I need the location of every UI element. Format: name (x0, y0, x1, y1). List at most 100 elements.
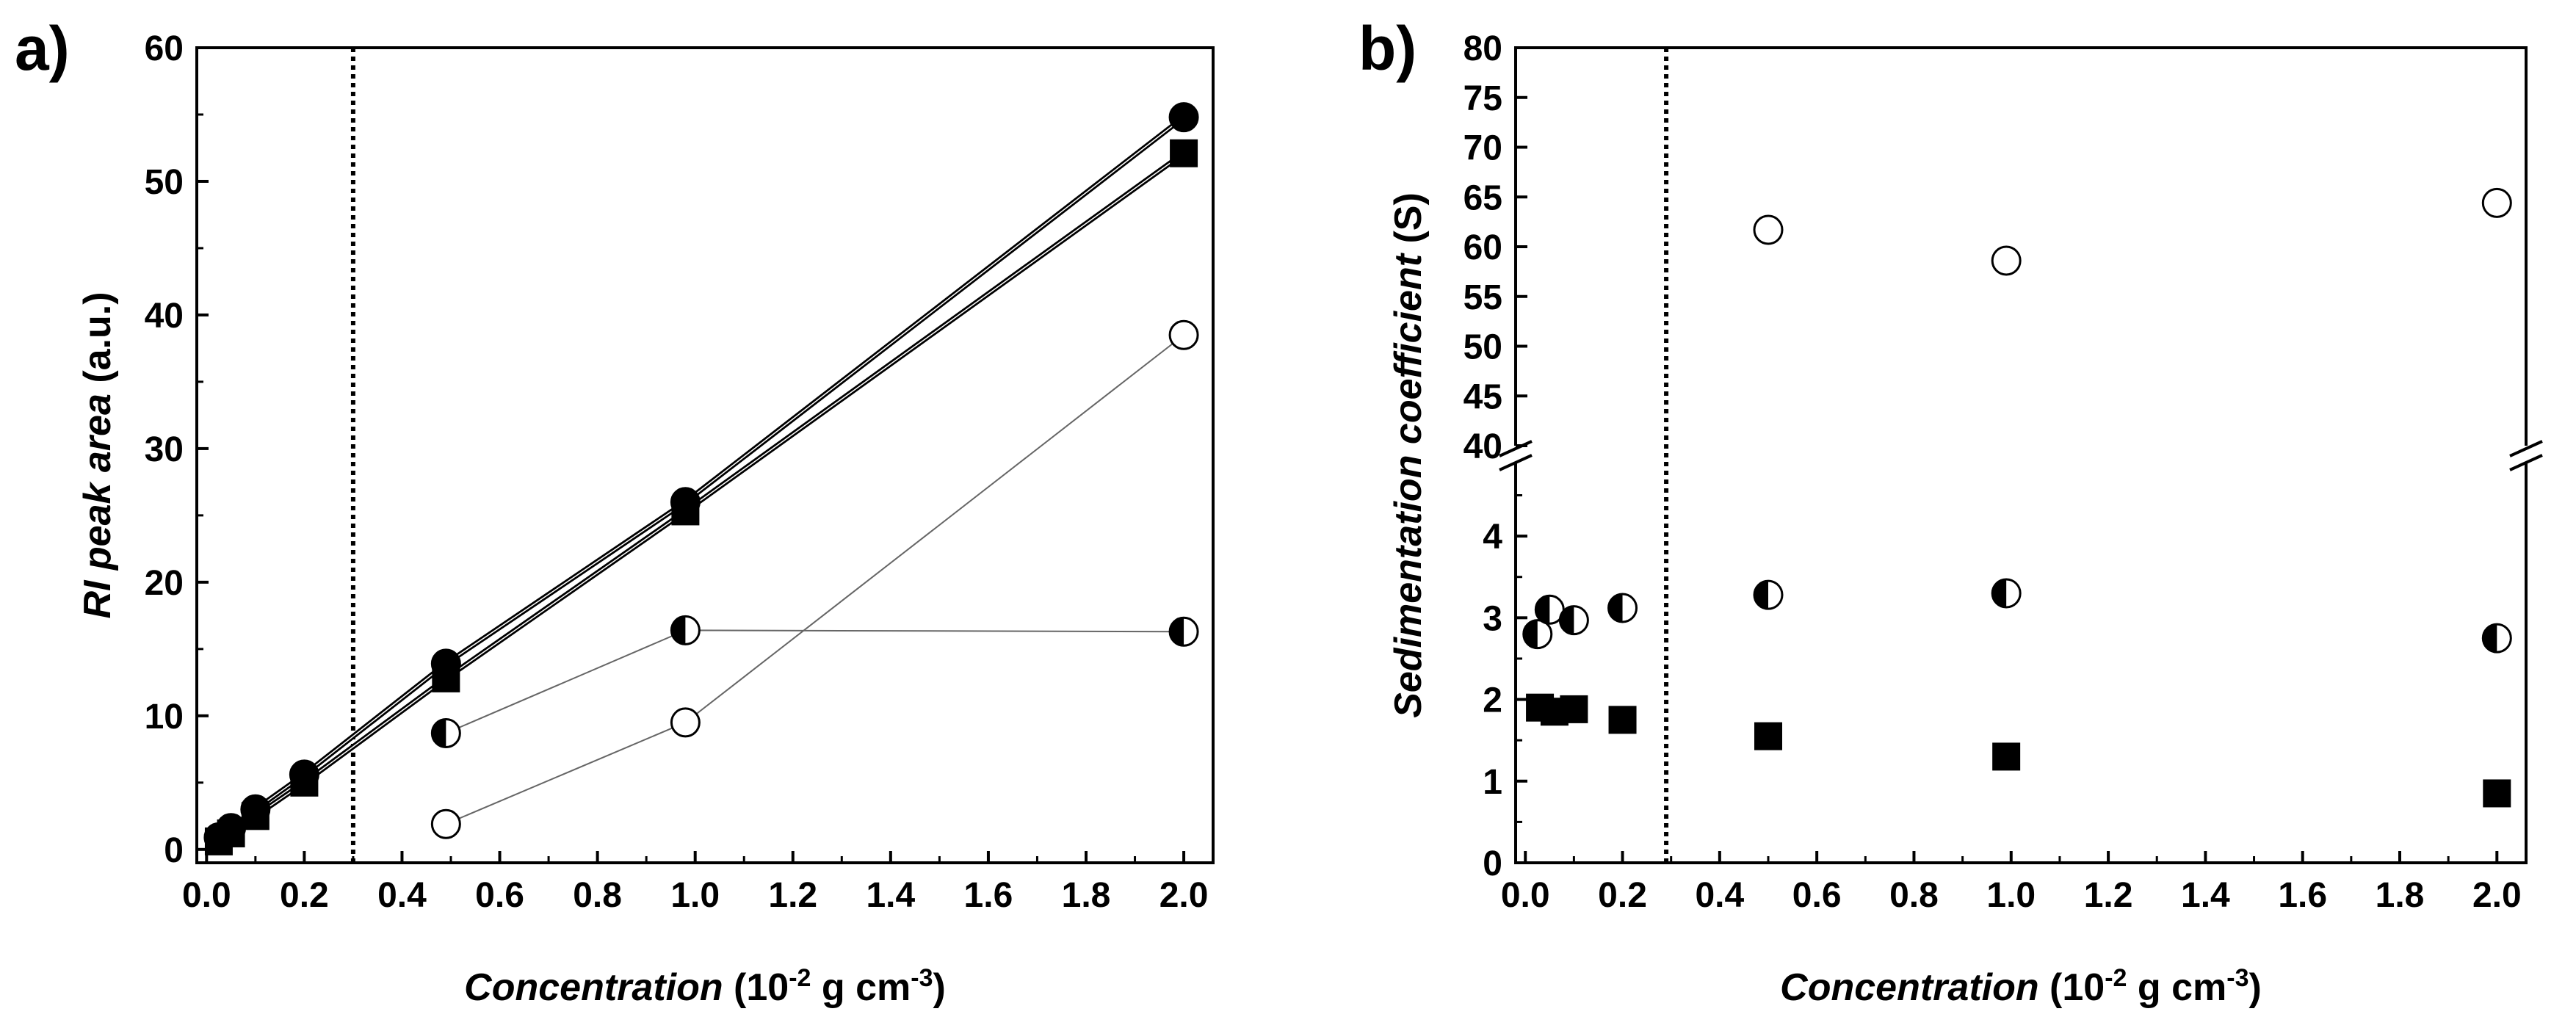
point-filled-circles (240, 794, 271, 825)
x-tick-label: 0.6 (1792, 876, 1842, 915)
panel-a-label: a) (15, 14, 70, 83)
point-half-filled-circles-left-half (1523, 620, 1538, 648)
y-tick-label-lower: 3 (1483, 599, 1502, 638)
x-axis-title: Concentration (10-2 g cm-3) (1780, 964, 2262, 1009)
x-tick-label: 0.8 (1889, 876, 1939, 915)
series-filled-squares (217, 151, 1186, 844)
point-half-filled-circles (1753, 579, 1784, 610)
point-half-filled-circles-outline (1558, 605, 1589, 636)
point-filled-squares (1992, 742, 2021, 771)
point-half-filled-circles (1168, 616, 1199, 647)
point-filled-circles (430, 648, 461, 679)
point-half-filled-circles (2481, 623, 2512, 654)
x-tick-label: 0.0 (1501, 876, 1550, 915)
x-tick-label: 0.4 (377, 876, 427, 915)
point-filled-circles (216, 813, 247, 844)
y-tick-label: 0 (164, 831, 184, 870)
panel-b-label: b) (1358, 14, 1417, 83)
y-tick-label-upper: 50 (1464, 328, 1502, 367)
point-half-filled-circles-outline (430, 717, 461, 748)
point-half-filled-circles-outline (1168, 616, 1199, 647)
axis-break-right-1 (2509, 440, 2543, 457)
point-half-filled-circles-left-half (432, 719, 446, 748)
y-tick-label: 20 (145, 564, 184, 603)
point-half-filled-circles-outline (2481, 623, 2512, 654)
y-tick-label-upper: 70 (1464, 129, 1502, 168)
y-tick-label: 40 (145, 297, 184, 336)
x-tick-label: 0.8 (573, 876, 622, 915)
point-half-filled-circles (1534, 594, 1565, 625)
point-half-filled-circles-outline (1991, 578, 2022, 609)
x-tick-label: 1.8 (1062, 876, 1111, 915)
x-tick-label: 1.2 (768, 876, 817, 915)
y-tick-label: 30 (145, 430, 184, 469)
series-half-filled-circles (445, 629, 1184, 734)
point-filled-squares (1170, 139, 1198, 167)
x-tick-label: 0.4 (1695, 876, 1744, 915)
x-tick-label: 2.0 (2472, 876, 2522, 915)
series-line (445, 334, 1184, 825)
point-open-circles (1991, 245, 2022, 276)
point-half-filled-circles (670, 615, 701, 645)
x-tick-label: 0.0 (182, 876, 231, 915)
point-open-circles (1753, 214, 1784, 245)
x-tick-label: 1.4 (2181, 876, 2230, 915)
point-half-filled-circles-left-half (671, 616, 686, 645)
point-half-filled-circles-left-half (1170, 618, 1184, 646)
axis-break-left-2 (1499, 454, 1533, 471)
x-axis-title: Concentration (10-2 g cm-3) (464, 964, 946, 1009)
point-filled-circles (1168, 102, 1199, 133)
point-open-circles (2481, 187, 2512, 218)
point-open-circles (430, 808, 461, 839)
x-tick-label: 1.0 (1986, 876, 2036, 915)
y-tick-label-upper: 75 (1464, 79, 1502, 118)
x-tick-label: 1.2 (2084, 876, 2133, 915)
point-filled-squares (1608, 706, 1637, 734)
axis-break-right-2 (2509, 454, 2543, 471)
panel-a-chart: a) 0.0 0.2 0.4 0.6 0.8 1.0 1.2 1.4 1.6 1.8 2.0 0 10 20… (15, 14, 1215, 1009)
point-half-filled-circles (1607, 593, 1638, 623)
point-half-filled-circles-left-half (1754, 581, 1768, 609)
point-half-filled-circles-left-half (1560, 606, 1574, 634)
axis-break-left-1 (1499, 440, 1533, 457)
y-tick-label: 60 (145, 29, 184, 68)
y-tick-label-upper: 65 (1464, 178, 1502, 217)
y-tick-label-upper: 60 (1464, 228, 1502, 267)
y-tick-label-upper: 40 (1464, 427, 1502, 466)
point-half-filled-circles-outline (1753, 579, 1784, 610)
y-tick-label-lower: 1 (1483, 763, 1502, 802)
y-axis-title: RI peak area (a.u.) (76, 292, 119, 618)
y-tick-label: 50 (145, 163, 184, 202)
series-open-circles (445, 334, 1184, 825)
y-tick-label-upper: 45 (1464, 377, 1502, 416)
y-tick-label-lower: 0 (1483, 844, 1502, 883)
point-filled-squares (1754, 722, 1782, 750)
plot-frame-lower (1514, 463, 2528, 864)
x-tick-label: 1.0 (670, 876, 720, 915)
x-tick-label: 1.8 (2376, 876, 2425, 915)
y-tick-label-upper: 80 (1464, 29, 1502, 68)
series-filled-circles (217, 115, 1186, 840)
point-filled-squares (2483, 779, 2511, 808)
point-filled-circles (289, 759, 319, 790)
y-tick-label-lower: 4 (1483, 518, 1502, 557)
point-half-filled-circles-left-half (1535, 596, 1550, 624)
point-filled-squares (1560, 695, 1588, 723)
point-half-filled-circles-outline (1607, 593, 1638, 623)
plot-frame (195, 46, 1215, 864)
point-half-filled-circles-left-half (1992, 579, 2007, 607)
point-half-filled-circles (430, 717, 461, 748)
series-line-outer (217, 115, 1186, 840)
y-tick-label: 10 (145, 698, 184, 736)
point-filled-circles (670, 487, 701, 518)
series-line (445, 629, 1184, 734)
point-half-filled-circles (1522, 619, 1553, 650)
x-tick-label: 1.4 (866, 876, 915, 915)
point-half-filled-circles (1558, 605, 1589, 636)
x-tick-label: 0.2 (280, 876, 329, 915)
y-tick-label-lower: 2 (1483, 681, 1502, 720)
point-half-filled-circles-left-half (2483, 624, 2497, 653)
x-tick-label: 1.6 (2278, 876, 2327, 915)
x-tick-label: 0.6 (475, 876, 524, 915)
